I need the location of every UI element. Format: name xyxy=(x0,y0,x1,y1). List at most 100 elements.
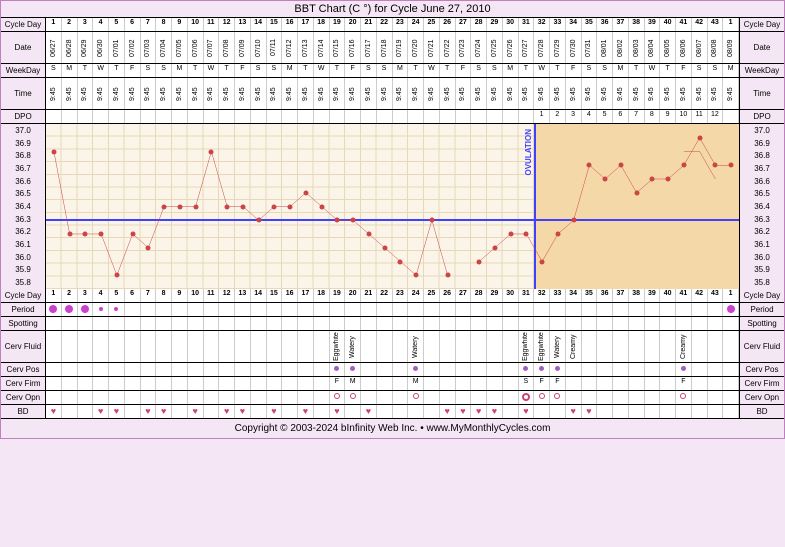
cell: W xyxy=(93,64,109,77)
cell: ♥ xyxy=(519,405,535,418)
cell xyxy=(78,405,94,418)
cell: 3 xyxy=(566,110,582,123)
cell xyxy=(708,331,724,362)
cell: 43 xyxy=(708,18,724,31)
cell: 20 xyxy=(345,289,361,302)
cell xyxy=(519,363,535,376)
cell xyxy=(393,331,409,362)
cell: ♥ xyxy=(267,405,283,418)
cell: 28 xyxy=(471,289,487,302)
cell: 9:45 xyxy=(93,78,109,109)
cell xyxy=(519,391,535,404)
cell: 9:45 xyxy=(141,78,157,109)
cell: 22 xyxy=(377,18,393,31)
cell xyxy=(456,377,472,390)
cell xyxy=(251,405,267,418)
cell: 9:45 xyxy=(125,78,141,109)
cell xyxy=(692,317,708,330)
cell xyxy=(629,317,645,330)
cell: 26 xyxy=(440,18,456,31)
cell: 6 xyxy=(613,110,629,123)
cell: 07/25 xyxy=(487,32,503,63)
label-cervopn: Cerv Opn xyxy=(1,391,46,404)
cell: F xyxy=(235,64,251,77)
cell: 9:45 xyxy=(676,78,692,109)
cell: 9:45 xyxy=(46,78,62,109)
cell: ♥ xyxy=(46,405,62,418)
cell xyxy=(393,391,409,404)
cell xyxy=(361,363,377,376)
cell: 07/01 xyxy=(109,32,125,63)
cell: 08/08 xyxy=(708,32,724,63)
cell xyxy=(723,331,739,362)
cell xyxy=(487,391,503,404)
cell xyxy=(582,363,598,376)
cell: 9:45 xyxy=(219,78,235,109)
cell xyxy=(660,303,676,316)
cell xyxy=(660,377,676,390)
temp-point xyxy=(540,259,545,264)
cell: 9:45 xyxy=(487,78,503,109)
temp-point xyxy=(288,204,293,209)
cell: 06/28 xyxy=(62,32,78,63)
cell: 8 xyxy=(645,110,661,123)
cell xyxy=(298,363,314,376)
cell xyxy=(93,331,109,362)
cell xyxy=(723,377,739,390)
cell: 2 xyxy=(550,110,566,123)
row-date: Date 06/2706/2806/2906/3007/0107/0207/03… xyxy=(1,32,784,64)
cell xyxy=(723,363,739,376)
cell: 7 xyxy=(141,289,157,302)
cell: 24 xyxy=(408,18,424,31)
cell: ♥ xyxy=(582,405,598,418)
cell xyxy=(566,391,582,404)
cell: S xyxy=(251,64,267,77)
cell xyxy=(424,377,440,390)
cell xyxy=(235,110,251,123)
cell xyxy=(141,331,157,362)
cell: 16 xyxy=(282,18,298,31)
label-cervfluid: Cerv Fluid xyxy=(1,331,46,362)
cell: S xyxy=(156,64,172,77)
cell xyxy=(660,363,676,376)
cell: 9:45 xyxy=(723,78,739,109)
cell xyxy=(456,303,472,316)
cell xyxy=(424,317,440,330)
cell: 27 xyxy=(456,289,472,302)
cell: 31 xyxy=(519,289,535,302)
cell xyxy=(172,391,188,404)
cell xyxy=(377,317,393,330)
cell: 1 xyxy=(46,289,62,302)
cell: 17 xyxy=(298,18,314,31)
cell: 9:45 xyxy=(377,78,393,109)
cell: ♥ xyxy=(156,405,172,418)
cell: 19 xyxy=(330,289,346,302)
cell xyxy=(377,303,393,316)
cell xyxy=(582,391,598,404)
cell xyxy=(345,363,361,376)
cell xyxy=(330,391,346,404)
cell: 07/28 xyxy=(534,32,550,63)
cell: 23 xyxy=(393,18,409,31)
cell: ♥ xyxy=(566,405,582,418)
cell xyxy=(676,391,692,404)
cell: T xyxy=(219,64,235,77)
cell: 39 xyxy=(645,289,661,302)
cell xyxy=(62,317,78,330)
cell: 07/04 xyxy=(156,32,172,63)
cell: 07/03 xyxy=(141,32,157,63)
cell: 26 xyxy=(440,289,456,302)
cell: M xyxy=(345,377,361,390)
cell xyxy=(692,363,708,376)
cell xyxy=(156,331,172,362)
cell xyxy=(282,317,298,330)
cell xyxy=(393,317,409,330)
cell xyxy=(109,377,125,390)
cell xyxy=(330,317,346,330)
cell: 9:45 xyxy=(156,78,172,109)
cell xyxy=(613,303,629,316)
cell: 18 xyxy=(314,18,330,31)
label-weekday: WeekDay xyxy=(1,64,46,77)
cell xyxy=(597,331,613,362)
cell xyxy=(645,391,661,404)
